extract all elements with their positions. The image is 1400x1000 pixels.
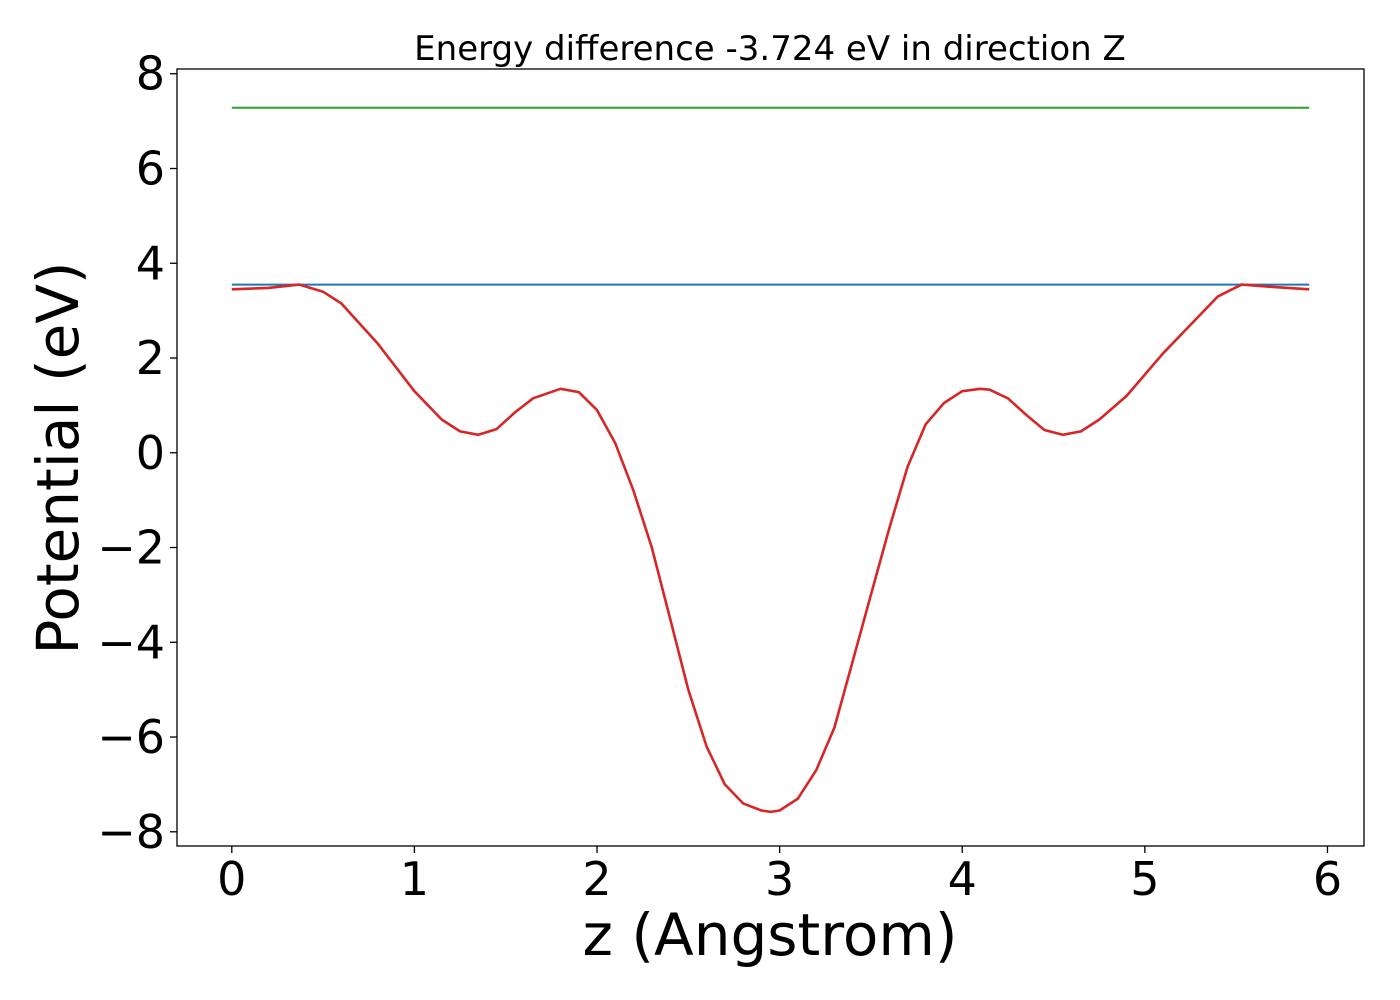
y-axis: −8 −6 −4 −2 0 2 4 6 8: [97, 47, 177, 859]
y-tick-label: 8: [136, 47, 165, 101]
x-tick-label: 5: [1130, 852, 1159, 906]
y-tick-label: −8: [97, 805, 165, 859]
x-tick-label: 0: [217, 852, 246, 906]
x-tick-label: 1: [400, 852, 429, 906]
x-tick-label: 3: [765, 852, 794, 906]
x-tick-label: 2: [582, 852, 611, 906]
series-line-2: [231, 283, 1310, 814]
x-axis: 0 1 2 3 4 5 6: [217, 846, 1342, 906]
y-tick-label: −4: [97, 615, 165, 669]
plot-frame: [176, 68, 1365, 847]
x-axis-label: z (Angstrom): [583, 901, 958, 969]
y-axis-label: Potential (eV): [24, 261, 92, 654]
y-tick-label: 0: [136, 426, 165, 480]
x-tick-label: 4: [948, 852, 977, 906]
y-tick-label: −6: [97, 710, 165, 764]
chart-title: Energy difference -3.724 eV in direction…: [414, 29, 1126, 69]
y-tick-label: −2: [97, 521, 165, 575]
plot-lines: [231, 106, 1310, 814]
y-tick-label: 6: [136, 141, 165, 195]
y-tick-label: 4: [136, 236, 165, 290]
y-tick-label: 2: [136, 331, 165, 385]
x-tick-label: 6: [1313, 852, 1342, 906]
